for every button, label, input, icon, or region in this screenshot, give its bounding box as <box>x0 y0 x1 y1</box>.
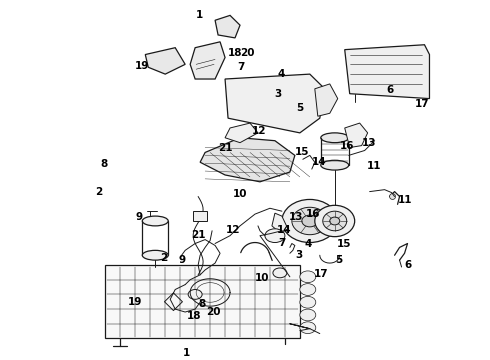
Text: 11: 11 <box>367 161 382 171</box>
Ellipse shape <box>315 205 355 237</box>
Text: 14: 14 <box>277 225 292 234</box>
Ellipse shape <box>300 296 316 308</box>
Text: 18: 18 <box>186 311 201 321</box>
Text: 7: 7 <box>238 62 245 72</box>
Text: 8: 8 <box>198 299 205 309</box>
Text: 21: 21 <box>218 143 233 153</box>
Text: 18: 18 <box>228 48 243 58</box>
Text: 5: 5 <box>335 255 342 265</box>
Text: 15: 15 <box>295 147 309 157</box>
Polygon shape <box>315 84 338 116</box>
Ellipse shape <box>142 250 168 260</box>
Polygon shape <box>345 123 368 148</box>
Text: 3: 3 <box>295 250 302 260</box>
Ellipse shape <box>300 284 316 296</box>
Text: 20: 20 <box>240 48 254 58</box>
Text: 20: 20 <box>206 307 220 317</box>
Text: 16: 16 <box>306 209 320 219</box>
Text: 4: 4 <box>305 239 312 249</box>
Text: 5: 5 <box>296 103 303 113</box>
Text: 6: 6 <box>387 85 394 95</box>
Ellipse shape <box>321 160 349 170</box>
Polygon shape <box>225 74 325 133</box>
Ellipse shape <box>142 216 168 226</box>
Ellipse shape <box>300 271 316 283</box>
Ellipse shape <box>282 199 338 243</box>
Text: 21: 21 <box>191 230 206 240</box>
Polygon shape <box>345 45 429 99</box>
Polygon shape <box>190 42 225 79</box>
Text: 11: 11 <box>397 194 412 204</box>
Ellipse shape <box>300 322 316 334</box>
Text: 14: 14 <box>312 157 326 167</box>
Text: 12: 12 <box>252 126 267 136</box>
Text: 1: 1 <box>183 348 191 358</box>
Polygon shape <box>215 15 240 38</box>
Text: 15: 15 <box>337 239 351 249</box>
Ellipse shape <box>265 229 285 243</box>
Ellipse shape <box>292 207 328 235</box>
Polygon shape <box>145 48 185 74</box>
Ellipse shape <box>330 217 340 225</box>
Polygon shape <box>225 123 258 143</box>
Ellipse shape <box>390 194 395 199</box>
Text: 8: 8 <box>101 159 108 169</box>
Text: 19: 19 <box>128 297 142 307</box>
Text: 6: 6 <box>405 260 412 270</box>
Text: 9: 9 <box>135 212 142 222</box>
Ellipse shape <box>300 309 316 321</box>
Ellipse shape <box>321 133 349 143</box>
Text: 17: 17 <box>314 269 328 279</box>
Text: 13: 13 <box>289 212 303 222</box>
Text: 7: 7 <box>278 238 285 248</box>
Bar <box>105 265 300 338</box>
Text: 3: 3 <box>274 89 282 99</box>
Text: 9: 9 <box>178 255 185 265</box>
Text: 17: 17 <box>415 99 429 109</box>
Text: 1: 1 <box>196 9 203 19</box>
Text: 2: 2 <box>95 188 102 198</box>
Polygon shape <box>200 138 295 182</box>
Ellipse shape <box>302 215 318 227</box>
Bar <box>193 211 207 221</box>
Text: 16: 16 <box>340 141 354 151</box>
Text: 10: 10 <box>233 189 247 199</box>
Text: 4: 4 <box>278 69 285 80</box>
Polygon shape <box>272 213 288 233</box>
Text: 12: 12 <box>225 225 240 234</box>
Ellipse shape <box>188 289 202 299</box>
Ellipse shape <box>323 211 347 231</box>
Text: 13: 13 <box>362 138 376 148</box>
Text: 19: 19 <box>135 62 149 71</box>
Ellipse shape <box>273 268 287 278</box>
Text: 2: 2 <box>160 253 168 263</box>
Text: 10: 10 <box>255 273 270 283</box>
